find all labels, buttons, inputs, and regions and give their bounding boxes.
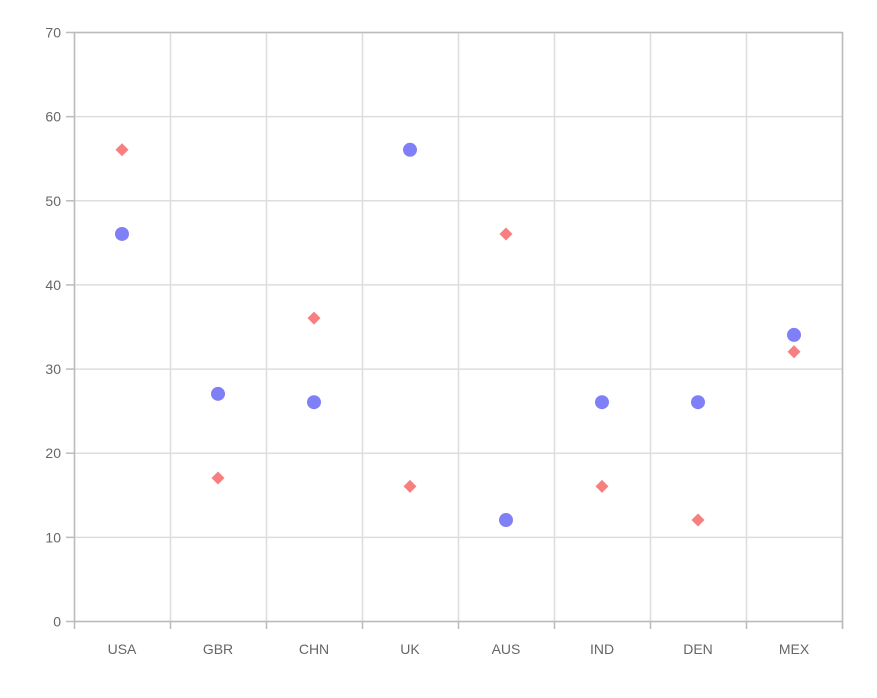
data-point-diamond[interactable]: [595, 479, 609, 493]
data-series: [115, 142, 801, 528]
data-point-diamond[interactable]: [307, 311, 321, 325]
data-point-diamond[interactable]: [691, 513, 705, 527]
data-point-circle[interactable]: [115, 226, 129, 241]
x-tick-label: AUS: [492, 641, 521, 657]
y-tick-label: 10: [45, 529, 61, 545]
data-point-circle[interactable]: [787, 327, 801, 342]
gridlines: [73, 31, 844, 623]
x-tick-label: CHN: [299, 641, 329, 657]
data-point-circle[interactable]: [691, 395, 705, 410]
data-point-circle[interactable]: [211, 386, 225, 401]
axes: [66, 31, 844, 629]
y-tick-label: 20: [45, 445, 61, 461]
x-tick-label: IND: [590, 641, 614, 657]
y-axis-labels: 0 10 20 30 40 50 60 70: [45, 25, 61, 630]
data-point-diamond[interactable]: [499, 227, 513, 241]
data-point-diamond[interactable]: [403, 479, 417, 493]
data-point-diamond[interactable]: [787, 345, 801, 359]
y-tick-label: 70: [45, 25, 61, 41]
data-point-circle[interactable]: [595, 395, 609, 410]
data-point-circle[interactable]: [403, 142, 417, 157]
y-tick-label: 40: [45, 277, 61, 293]
x-tick-label: UK: [400, 641, 420, 657]
x-tick-label: MEX: [779, 641, 810, 657]
x-tick-label: GBR: [203, 641, 233, 657]
y-tick-label: 60: [45, 109, 61, 125]
data-point-circle[interactable]: [499, 513, 513, 528]
y-tick-label: 30: [45, 361, 61, 377]
x-axis-labels: USA GBR CHN UK AUS IND DEN MEX: [108, 641, 810, 657]
x-tick-label: DEN: [683, 641, 713, 657]
y-tick-label: 50: [45, 193, 61, 209]
data-point-diamond[interactable]: [211, 471, 225, 485]
y-tick-label: 0: [53, 614, 61, 630]
data-point-circle[interactable]: [307, 395, 321, 410]
x-tick-label: USA: [108, 641, 137, 657]
data-point-diamond[interactable]: [115, 143, 129, 157]
